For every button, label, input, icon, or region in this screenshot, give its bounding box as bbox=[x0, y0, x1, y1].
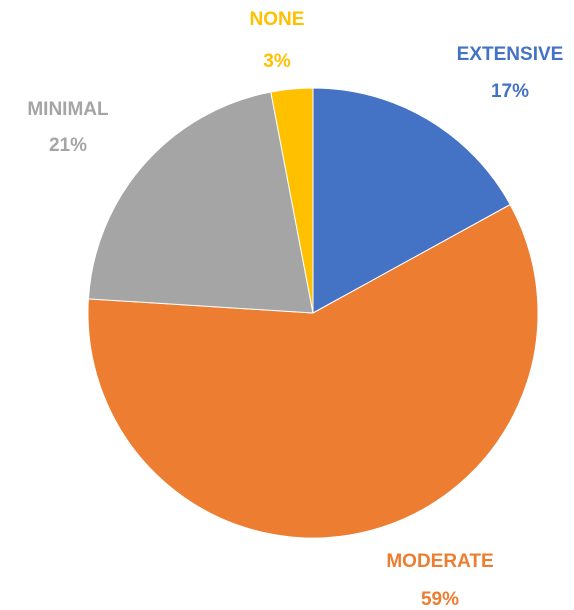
slice-value-label: 3% bbox=[263, 51, 291, 72]
slice-category-label: EXTENSIVE bbox=[457, 44, 564, 65]
pie-slice bbox=[87, 203, 539, 539]
pie-slice bbox=[87, 91, 314, 314]
slice-value-label: 21% bbox=[49, 135, 87, 156]
slice-category-label: MODERATE bbox=[386, 551, 493, 572]
pie-slice bbox=[270, 87, 314, 314]
pie-slice bbox=[312, 87, 511, 314]
slice-category-label: MINIMAL bbox=[27, 99, 109, 120]
slice-category-label: NONE bbox=[250, 9, 305, 30]
slice-value-label: 17% bbox=[491, 81, 529, 102]
slice-value-label: 59% bbox=[421, 589, 459, 610]
